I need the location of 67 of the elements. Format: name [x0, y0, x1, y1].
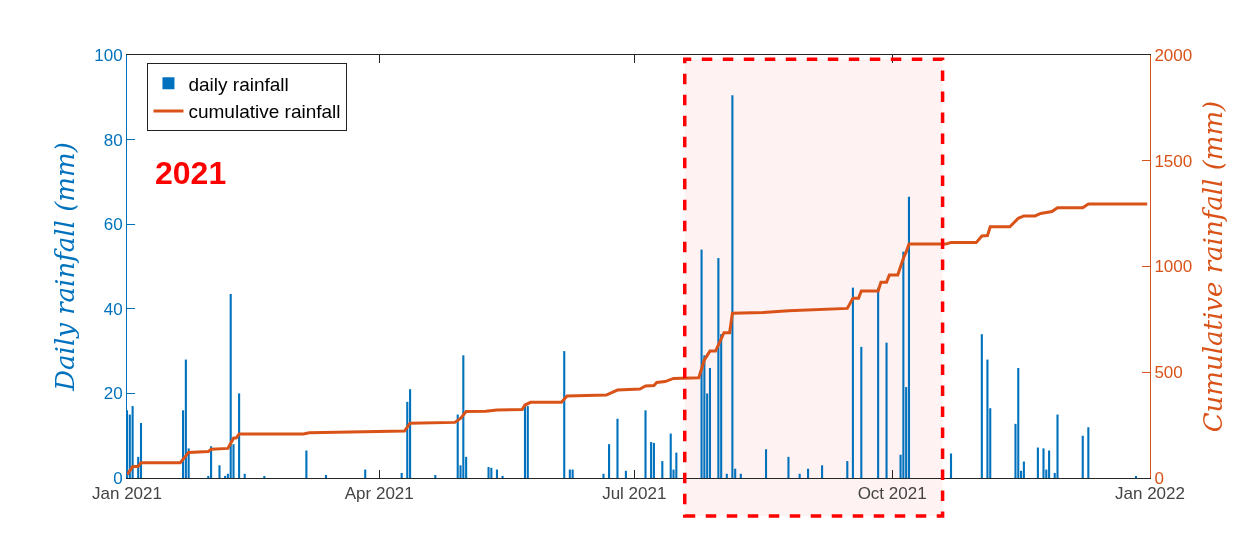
legend-label: cumulative rainfall	[188, 101, 341, 123]
bar	[731, 95, 734, 478]
bar	[902, 251, 905, 478]
bar	[764, 449, 768, 478]
x-tick-label: Jul 2021	[602, 484, 667, 504]
y2-tick-label: 1000	[1154, 257, 1193, 277]
bar	[980, 334, 983, 478]
bar	[218, 465, 221, 478]
bar	[184, 359, 187, 478]
bar	[305, 450, 308, 478]
bar	[1042, 448, 1045, 478]
bar	[1081, 435, 1084, 478]
bar	[1022, 461, 1025, 478]
bar	[669, 433, 672, 478]
bar	[409, 389, 412, 478]
bar	[949, 453, 953, 478]
bar	[700, 249, 703, 478]
bar	[608, 444, 611, 478]
bar	[324, 475, 328, 478]
bar	[675, 452, 678, 478]
bar	[661, 461, 664, 478]
bar	[501, 475, 504, 478]
y-tick-label: 100	[94, 45, 123, 65]
bar	[462, 355, 465, 478]
y-tick-label: 20	[103, 384, 123, 404]
y-tick-label: 80	[103, 130, 123, 150]
bar	[1056, 414, 1059, 478]
bar	[787, 456, 790, 478]
x-tick-label: Apr 2021	[344, 484, 414, 504]
bar	[487, 467, 490, 478]
bar	[229, 294, 232, 478]
bar	[644, 410, 647, 478]
bar	[602, 473, 605, 478]
bar	[563, 351, 566, 478]
y-tick-label: 40	[103, 299, 123, 319]
bar	[885, 342, 888, 478]
y2-tick-label: 2000	[1154, 45, 1193, 65]
bar	[807, 468, 810, 478]
bar	[1048, 450, 1051, 478]
bar	[1017, 368, 1020, 478]
bar	[821, 465, 824, 478]
legend-label: daily rainfall	[188, 73, 289, 95]
bar	[846, 461, 849, 478]
y-axis-title: Daily rainfall (mm)	[49, 142, 80, 392]
bar	[1087, 427, 1090, 478]
bar	[526, 406, 529, 478]
bar	[1036, 447, 1039, 478]
y2-tick-label: 500	[1154, 363, 1183, 383]
line-series	[127, 202, 1149, 477]
y-tick-label: 60	[103, 215, 123, 235]
bar	[624, 470, 627, 478]
bar	[434, 475, 437, 478]
y2-tick-label: 1500	[1154, 151, 1193, 171]
bar	[717, 258, 720, 478]
bar	[851, 287, 854, 478]
y2-axis-title: Cumulative rainfall (mm)	[1197, 100, 1228, 433]
bar	[238, 393, 241, 478]
bar	[708, 368, 712, 478]
bar	[400, 472, 403, 478]
bar	[490, 467, 493, 478]
bar	[907, 196, 911, 478]
bar	[523, 403, 527, 478]
annotation: 2021	[155, 155, 227, 191]
bar	[860, 346, 863, 478]
bar	[616, 418, 619, 478]
bar	[986, 359, 989, 478]
x-tick-label: Oct 2021	[857, 484, 927, 504]
